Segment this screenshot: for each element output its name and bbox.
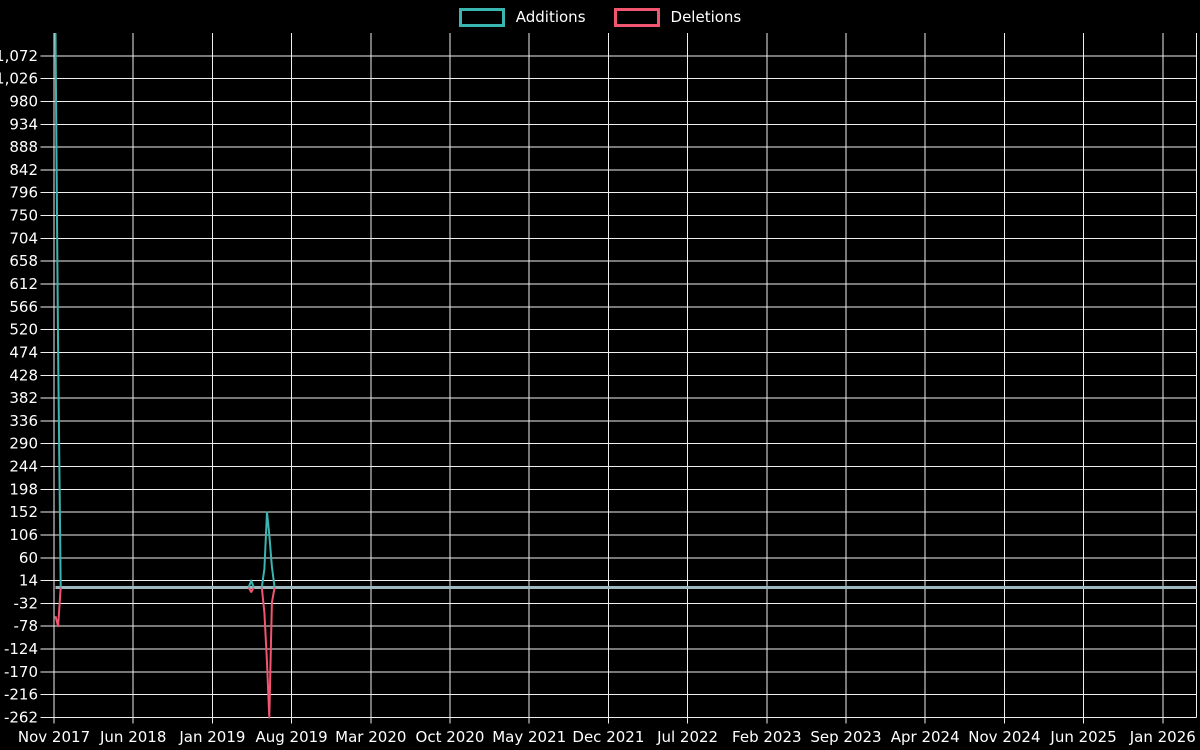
x-tick-label: Sep 2023 (810, 728, 881, 746)
y-tick-label: 888 (9, 138, 38, 156)
y-tick-label: 474 (9, 343, 38, 361)
y-tick-label: 658 (9, 252, 38, 270)
y-tick-label: 612 (9, 275, 38, 293)
x-tick-label: May 2021 (492, 728, 566, 746)
deletions-swatch-icon (613, 7, 660, 27)
y-tick-label: 1,026 (0, 70, 38, 88)
y-tick-label: 198 (9, 480, 38, 498)
x-tick-label: Jun 2025 (1049, 728, 1116, 746)
legend-label-deletions: Deletions (670, 8, 742, 26)
deletions-series-line (54, 587, 62, 628)
y-tick-label: 60 (19, 549, 38, 567)
x-tick-label: Nov 2017 (18, 728, 90, 746)
y-tick-label: 14 (19, 572, 38, 590)
x-tick-label: Feb 2023 (732, 728, 802, 746)
y-tick-label: -78 (14, 617, 39, 635)
legend-label-additions: Additions (515, 8, 586, 26)
x-tick-label: Aug 2019 (255, 728, 327, 746)
legend-item-additions[interactable]: Additions (458, 7, 586, 27)
y-tick-label: 244 (9, 458, 38, 476)
y-tick-label: -124 (4, 640, 38, 658)
additions-series-line (260, 511, 276, 588)
y-tick-label: 152 (9, 503, 38, 521)
y-tick-label: 106 (9, 526, 38, 544)
x-tick-label: Nov 2024 (968, 728, 1040, 746)
y-tick-label: 750 (9, 207, 38, 225)
additions-series-line (54, 32, 62, 588)
y-tick-label: -216 (4, 686, 38, 704)
x-tick-label: Apr 2024 (891, 728, 960, 746)
x-tick-label: Oct 2020 (416, 728, 485, 746)
y-tick-label: 980 (9, 92, 38, 110)
x-tick-label: Mar 2020 (335, 728, 406, 746)
y-tick-label: 336 (9, 412, 38, 430)
x-tick-label: Jan 2019 (178, 728, 245, 746)
legend-item-deletions[interactable]: Deletions (613, 7, 742, 27)
x-tick-label: Jan 2026 (1129, 728, 1196, 746)
x-tick-label: Dec 2021 (572, 728, 644, 746)
y-tick-label: -170 (4, 663, 38, 681)
additions-series-line (247, 579, 255, 588)
deletions-series-line (247, 586, 255, 593)
x-tick-label: Jul 2022 (656, 728, 718, 746)
y-tick-label: 520 (9, 321, 38, 339)
y-tick-label: -32 (14, 594, 39, 612)
deletions-series-line (260, 587, 276, 719)
y-tick-label: 428 (9, 366, 38, 384)
chart-legend: Additions Deletions (0, 7, 1200, 27)
additions-swatch-icon (458, 7, 505, 27)
y-tick-label: 796 (9, 184, 38, 202)
y-tick-label: 704 (9, 229, 38, 247)
y-tick-label: 842 (9, 161, 38, 179)
y-tick-label: 1,072 (0, 47, 38, 65)
x-tick-label: Jun 2018 (99, 728, 166, 746)
y-tick-label: 382 (9, 389, 38, 407)
y-tick-label: 934 (9, 115, 38, 133)
y-tick-label: -262 (4, 709, 38, 727)
y-tick-label: 566 (9, 298, 38, 316)
y-tick-label: 290 (9, 435, 38, 453)
